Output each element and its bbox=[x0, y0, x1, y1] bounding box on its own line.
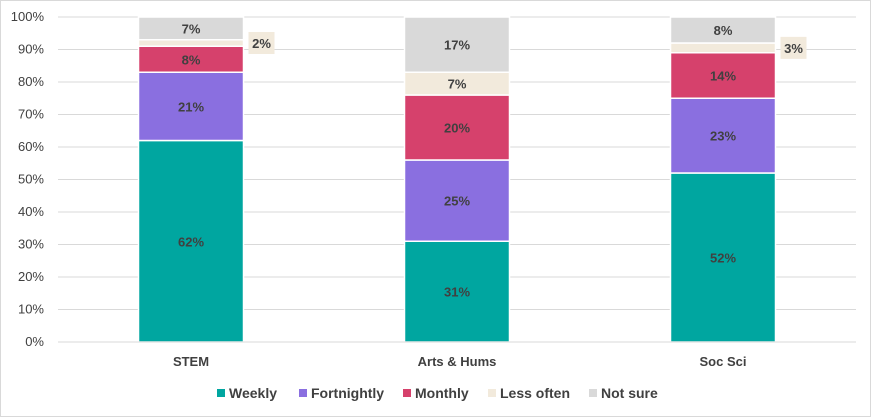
bar-segment bbox=[669, 172, 777, 343]
y-tick-label: 30% bbox=[18, 237, 44, 252]
bars bbox=[137, 16, 777, 343]
data-label: 8% bbox=[714, 23, 733, 38]
bar-segment bbox=[137, 16, 245, 41]
data-label-box bbox=[248, 32, 275, 54]
data-label: 52% bbox=[710, 251, 736, 266]
bar-segment bbox=[137, 139, 245, 343]
data-label: 20% bbox=[444, 121, 470, 136]
data-label: 31% bbox=[444, 285, 470, 300]
y-tick-label: 50% bbox=[18, 172, 44, 187]
legend-label: Fortnightly bbox=[311, 385, 384, 401]
legend-label: Not sure bbox=[601, 385, 658, 401]
data-label: 14% bbox=[710, 69, 736, 84]
legend-label: Monthly bbox=[415, 385, 469, 401]
data-label: 8% bbox=[182, 52, 201, 67]
bar-segment bbox=[403, 94, 511, 161]
x-axis: STEM Arts & Hums Soc Sci bbox=[58, 341, 856, 369]
data-label: 25% bbox=[444, 194, 470, 209]
data-labels: 62% 21% 8% 2% 7% 31% 25% 20% 7% 17% 52% 23% 14% 3% 8% bbox=[178, 21, 807, 300]
y-tick-label: 80% bbox=[18, 74, 44, 89]
bar-segment bbox=[137, 39, 245, 47]
data-label: 23% bbox=[710, 129, 736, 144]
legend-swatch bbox=[589, 389, 597, 397]
bar-segment bbox=[403, 240, 511, 343]
data-label: 7% bbox=[448, 77, 467, 92]
category-label: STEM bbox=[173, 354, 209, 369]
y-tick-label: 40% bbox=[18, 204, 44, 219]
bar-segment bbox=[669, 52, 777, 99]
y-axis: 0% 10% 20% 30% 40% 50% 60% 70% 80% 90% 100% bbox=[11, 9, 45, 349]
category-label: Arts & Hums bbox=[418, 354, 497, 369]
bar-segment bbox=[669, 42, 777, 54]
y-tick-label: 0% bbox=[25, 334, 44, 349]
legend: Weekly Fortnightly Monthly Less often Not su… bbox=[217, 385, 658, 401]
data-label-box bbox=[780, 36, 807, 59]
bar-segment bbox=[669, 16, 777, 44]
y-tick-label: 60% bbox=[18, 139, 44, 154]
y-tick-label: 20% bbox=[18, 269, 44, 284]
data-label: 2% bbox=[252, 36, 271, 51]
y-tick-label: 90% bbox=[18, 42, 44, 57]
data-label: 17% bbox=[444, 38, 470, 53]
bar-segment bbox=[403, 16, 511, 73]
y-tick-label: 10% bbox=[18, 302, 44, 317]
data-label: 62% bbox=[178, 234, 204, 249]
legend-swatch bbox=[217, 389, 225, 397]
category-label: Soc Sci bbox=[700, 354, 747, 369]
data-label: 7% bbox=[182, 21, 201, 36]
bar-segment bbox=[137, 45, 245, 73]
bar-segment bbox=[137, 71, 245, 142]
bar-segment bbox=[403, 159, 511, 242]
legend-label: Weekly bbox=[229, 385, 277, 401]
legend-swatch bbox=[488, 389, 496, 397]
legend-label: Less often bbox=[500, 385, 570, 401]
y-tick-label: 70% bbox=[18, 107, 44, 122]
legend-swatch bbox=[299, 389, 307, 397]
data-label: 3% bbox=[784, 41, 803, 56]
bar-segment bbox=[669, 97, 777, 174]
legend-swatch bbox=[403, 389, 411, 397]
data-label: 21% bbox=[178, 99, 204, 114]
y-tick-label: 100% bbox=[11, 9, 45, 24]
